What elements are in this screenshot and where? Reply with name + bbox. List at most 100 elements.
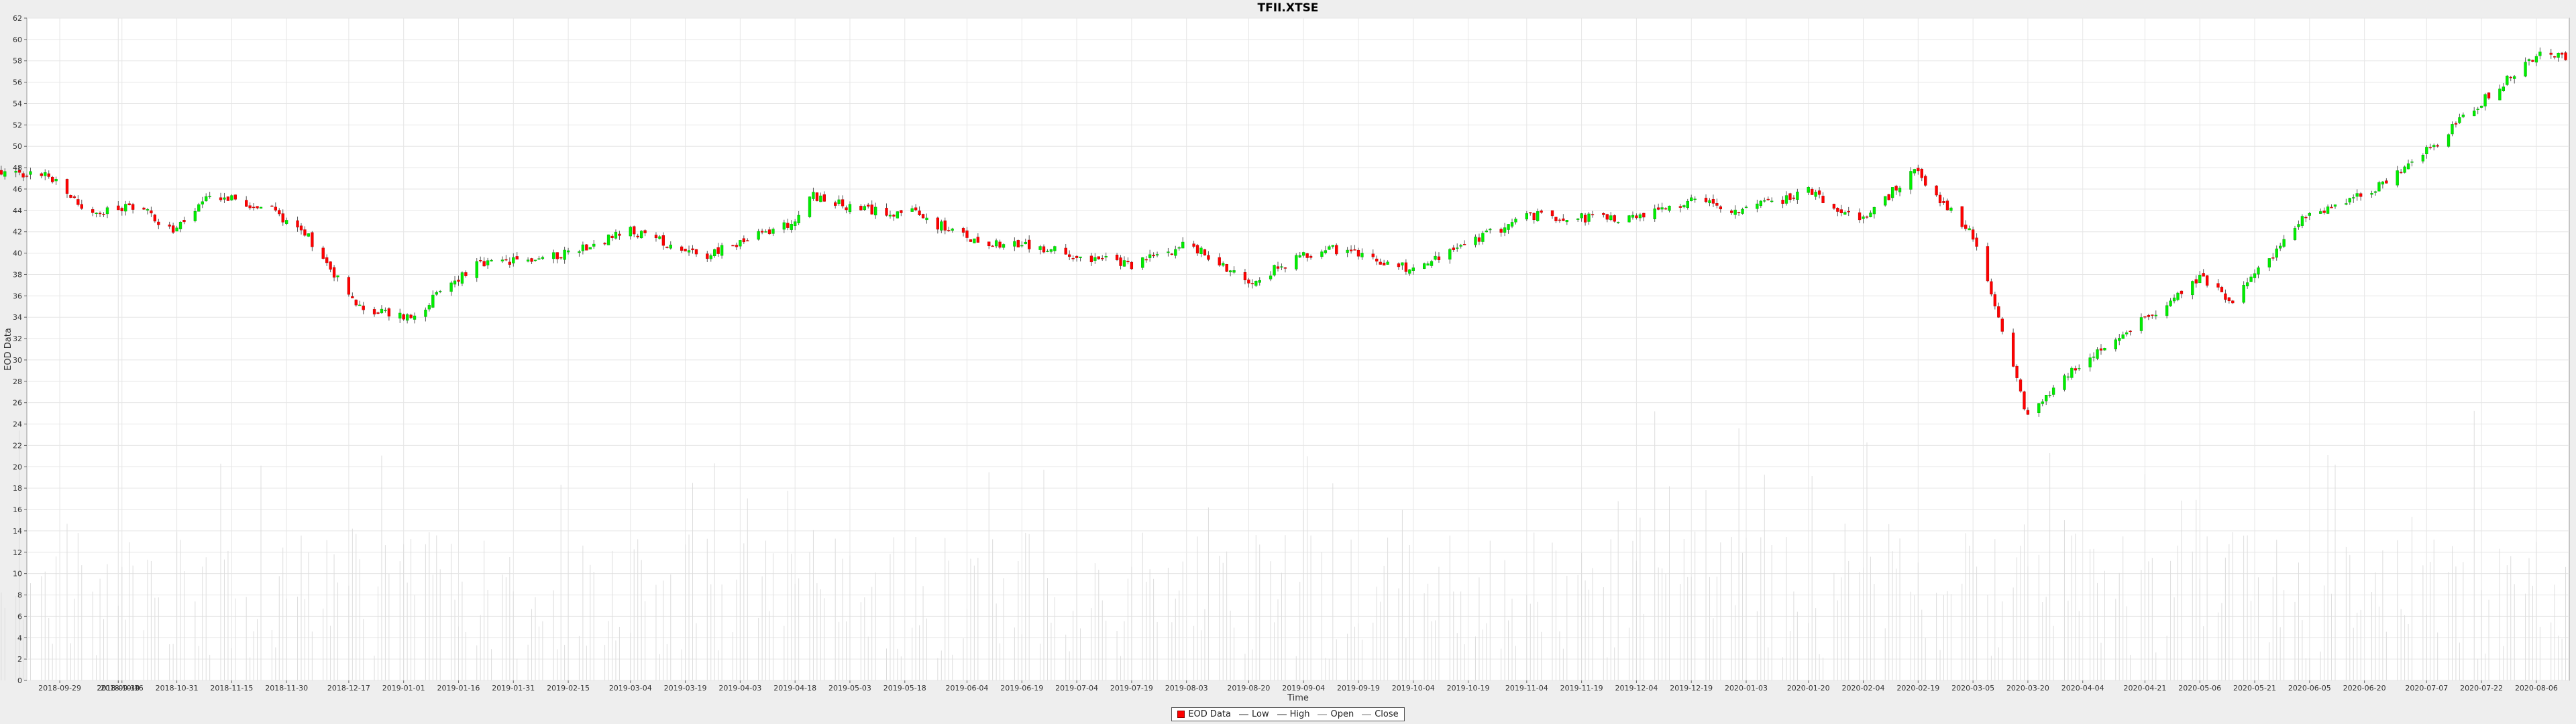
candle-body: [1653, 208, 1656, 219]
candle-body: [91, 209, 95, 213]
candle-body: [274, 206, 277, 210]
candle-body: [76, 199, 80, 205]
candle-body: [1448, 249, 1452, 260]
candle-body: [1627, 215, 1631, 223]
candle-body: [362, 305, 365, 310]
candle-body: [245, 200, 248, 207]
candle-body: [1715, 203, 1719, 206]
candle-body: [2231, 300, 2235, 304]
x-tick-label: 2020-04-04: [2061, 684, 2104, 692]
legend-open-label: Open: [1330, 709, 1354, 719]
candle-body: [431, 294, 435, 308]
candle-body: [285, 220, 288, 224]
candle-body: [223, 197, 226, 200]
candles: [0, 47, 2567, 417]
candle-body: [1203, 249, 1207, 255]
candle-body: [1020, 245, 1024, 247]
candle-body: [1536, 211, 1540, 221]
candle-body: [2509, 76, 2512, 78]
candle-body: [1836, 208, 1839, 212]
candle-body: [2458, 117, 2461, 123]
candle-body: [439, 290, 442, 292]
open-swatch-icon: [1318, 713, 1328, 715]
candle-body: [530, 258, 533, 262]
candle-body: [1349, 249, 1353, 251]
legend-item-low: Low: [1238, 709, 1269, 719]
candle-body: [2078, 368, 2081, 369]
candle-body: [1664, 208, 1668, 210]
candle-body: [2139, 317, 2143, 331]
candle-body: [2549, 52, 2553, 55]
candle-body: [1346, 249, 1349, 253]
x-tick-label: 2019-01-16: [437, 684, 480, 692]
legend-item-open: Open: [1318, 709, 1354, 719]
candle-body: [435, 292, 438, 295]
candle-body: [1613, 215, 1616, 222]
x-tick-label: 2020-07-22: [2460, 684, 2503, 692]
candle-body: [1514, 219, 1517, 223]
candle-body: [1602, 213, 1605, 215]
candle-body: [453, 280, 457, 285]
candle-body: [1616, 222, 1620, 223]
candle-body: [1371, 253, 1375, 257]
candle-body: [1558, 219, 1562, 221]
candle-body: [1426, 263, 1430, 266]
candle-body: [409, 314, 413, 318]
candle-body: [1353, 249, 1356, 251]
candle-body: [578, 251, 581, 253]
candle-body: [226, 196, 230, 201]
y-tick-label: 0: [17, 676, 22, 685]
candle-body: [1075, 255, 1079, 258]
candle-body: [1843, 212, 1847, 215]
candle-body: [1013, 241, 1016, 247]
candle-body: [2275, 248, 2278, 258]
candle-body: [1174, 249, 1177, 256]
candle-body: [936, 217, 940, 230]
x-tick-label: 2019-08-03: [1165, 684, 1208, 692]
candle-body: [2129, 330, 2132, 333]
x-tick-label: 2020-06-20: [2343, 684, 2386, 692]
candle-body: [965, 230, 969, 238]
candle-body: [888, 215, 892, 217]
candle-body: [2300, 216, 2304, 226]
candle-body: [256, 206, 259, 208]
candle-body: [526, 259, 530, 261]
candle-body: [1225, 263, 1228, 272]
candle-body: [566, 250, 570, 253]
legend-eod-label: EOD Data: [1188, 709, 1231, 719]
x-tick-label: 2019-10-19: [1447, 684, 1490, 692]
legend-close-label: Close: [1375, 709, 1399, 719]
candle-body: [1247, 280, 1250, 284]
candle-body: [296, 220, 299, 228]
legend-item-eod: EOD Data: [1177, 709, 1231, 719]
x-tick-label: 2020-05-06: [2178, 684, 2221, 692]
candle-body: [1386, 261, 1389, 265]
candle-body: [706, 253, 709, 259]
candle-body: [2099, 348, 2103, 351]
candle-body: [2096, 349, 2099, 359]
y-tick-label: 50: [13, 142, 22, 151]
candle-body: [1452, 247, 1455, 250]
candle-body: [479, 260, 482, 261]
candle-body: [1759, 200, 1762, 206]
candle-body: [1986, 246, 1990, 282]
candle-body: [790, 224, 793, 230]
candle-body: [1631, 215, 1635, 218]
x-tick-label: 2019-01-31: [492, 684, 535, 692]
candle-body: [182, 220, 186, 223]
x-tick-label: 2019-05-03: [828, 684, 871, 692]
candle-body: [1887, 194, 1890, 200]
y-axis-label: EOD Data: [3, 328, 13, 371]
candle-body: [2070, 367, 2074, 378]
candle-body: [1638, 214, 1642, 219]
candle-body: [1379, 261, 1382, 265]
y-tick-label: 32: [13, 335, 22, 343]
candle-body: [1949, 207, 1953, 211]
candle-body: [2436, 145, 2439, 147]
candle-body: [1781, 200, 1784, 204]
candle-body: [142, 207, 146, 210]
candle-body: [1975, 237, 1978, 247]
plot-area: [26, 17, 2570, 681]
candle-body: [1964, 225, 1968, 229]
candle-body: [639, 231, 643, 239]
